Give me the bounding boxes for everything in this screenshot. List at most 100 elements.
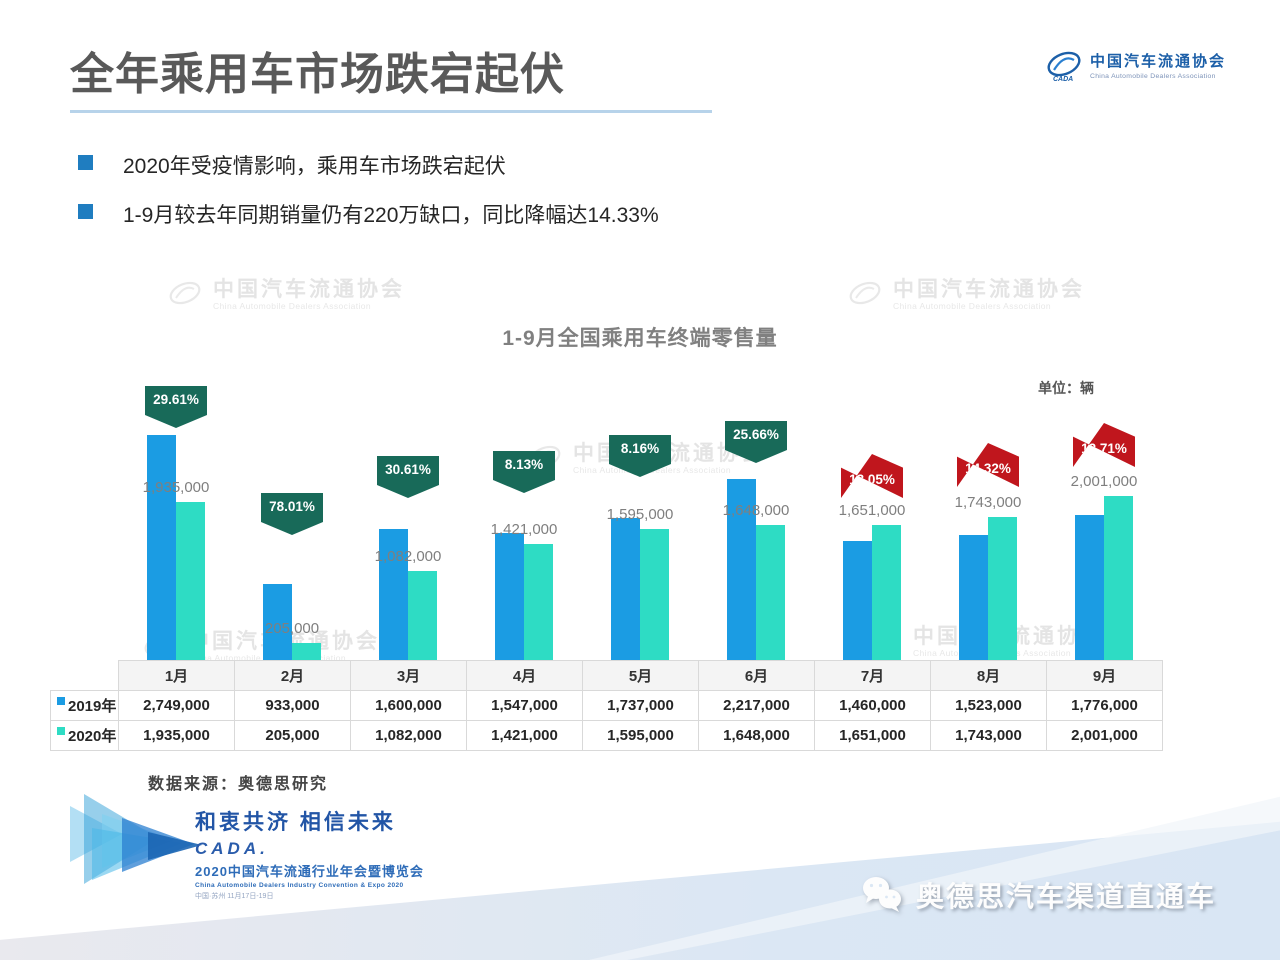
page-title: 全年乘用车市场跌宕起伏 (70, 50, 565, 99)
table-value-cell: 1,737,000 (582, 690, 699, 721)
bar-group-8月: 1,743,000 14.32% (930, 378, 1046, 660)
table-value-cell: 1,460,000 (814, 690, 931, 721)
bar-chart: 1,935,000 29.61% 205,000 78.01% 1,082,000 30.… (118, 378, 1164, 660)
watermark-name-cn: 中国汽车流通协会 (893, 277, 1085, 301)
table-month-header: 4月 (466, 660, 583, 691)
table-value-cell: 1,421,000 (466, 720, 583, 751)
table-month-header: 2月 (234, 660, 351, 691)
association-logo: CADA 中国汽车流通协会 China Automobile Dealers A… (1044, 50, 1226, 84)
bar-2020 (1104, 496, 1133, 660)
bar-2020 (408, 571, 437, 660)
value-label: 1,648,000 (722, 502, 790, 519)
wechat-icon (863, 877, 901, 912)
table-value-cell: 2,217,000 (698, 690, 815, 721)
bar-2020 (292, 643, 321, 660)
value-label: 1,743,000 (954, 494, 1022, 511)
event-title-en: China Automobile Dealers Industry Conven… (195, 882, 404, 889)
table-month-header: 1月 (118, 660, 235, 691)
value-label: 1,595,000 (606, 506, 674, 523)
yoy-badge-down: 29.61% (145, 386, 207, 428)
bullet-item-2: 1-9月较去年同期销量仍有220万缺口，同比降幅达14.33% (78, 199, 659, 229)
source-note: 数据来源：奥德思研究 (148, 774, 329, 793)
event-fan-icon (70, 794, 202, 884)
watermark-swirl-icon (169, 281, 201, 305)
bar-group-2月: 205,000 78.01% (234, 378, 350, 660)
bar-group-4月: 1,421,000 8.13% (466, 378, 582, 660)
account-banner: 奥德思汽车渠道直通车 (860, 874, 1216, 916)
value-label: 1,651,000 (838, 502, 906, 519)
table-series-label: 2020年 (50, 720, 119, 751)
table-value-cell: 1,547,000 (466, 690, 583, 721)
bar-2020 (640, 529, 669, 660)
watermark-name-en: China Automobile Dealers Association (893, 301, 1052, 312)
title-underline (70, 110, 712, 113)
bar-2019 (959, 535, 988, 660)
watermark-swirl-icon (849, 281, 881, 305)
yoy-badge-up: 12.71% (1073, 423, 1135, 467)
table-value-cell: 1,595,000 (582, 720, 699, 751)
table-value-cell: 1,651,000 (814, 720, 931, 751)
bar-2019 (147, 435, 176, 660)
data-table: 1月 2月 3月 4月 5月 6月 7月 8月 9月 2019年 2,749,000 933,000 1… (50, 660, 1163, 751)
table-value-cell: 1,935,000 (118, 720, 235, 751)
bullet-item-1: 2020年受疫情影响，乘用车市场跌宕起伏 (78, 150, 506, 180)
table-month-header: 5月 (582, 660, 699, 691)
table-value-cell: 2,749,000 (118, 690, 235, 721)
legend-swatch (57, 727, 65, 735)
yoy-badge-down: 30.61% (377, 456, 439, 498)
table-value-cell: 1,600,000 (350, 690, 467, 721)
event-brand: CADA. (195, 839, 269, 858)
association-name-en: China Automobile Dealers Association (1090, 72, 1216, 80)
event-slogan: 和衷共济 相信未来 (195, 811, 396, 834)
bullet-text-2: 1-9月较去年同期销量仍有220万缺口，同比降幅达14.33% (123, 204, 659, 227)
value-label: 1,082,000 (374, 548, 442, 565)
bar-group-1月: 1,935,000 29.61% (118, 378, 234, 660)
event-title-cn: 2020中国汽车流通行业年会暨博览会 (195, 864, 424, 879)
association-name-cn: 中国汽车流通协会 (1090, 53, 1227, 71)
unit-label: 单位：辆 (1038, 380, 1094, 396)
value-label: 2,001,000 (1070, 473, 1138, 490)
cada-swirl-icon: CADA (1047, 51, 1081, 83)
chart-title: 1-9月全国乘用车终端零售量 (502, 327, 778, 350)
table-corner-cell (51, 661, 119, 691)
table-value-cell: 1,743,000 (930, 720, 1047, 751)
bar-2019 (727, 479, 756, 660)
yoy-badge-down: 8.16% (609, 435, 671, 477)
bar-group-6月: 1,648,000 25.66% (698, 378, 814, 660)
bar-2019 (379, 529, 408, 660)
bar-2019 (495, 533, 524, 660)
table-month-header: 7月 (814, 660, 931, 691)
bar-2020 (988, 517, 1017, 660)
table-value-cell: 1,776,000 (1046, 690, 1163, 721)
bar-2020 (176, 502, 205, 660)
legend-swatch (57, 697, 65, 705)
yoy-badge-down: 25.66% (725, 421, 787, 463)
bar-2019 (1075, 515, 1104, 660)
bullet-text-1: 2020年受疫情影响，乘用车市场跌宕起伏 (123, 155, 506, 178)
bar-2019 (611, 518, 640, 660)
table-value-cell: 933,000 (234, 690, 351, 721)
table-value-cell: 205,000 (234, 720, 351, 751)
yoy-badge-up: 13.05% (841, 454, 903, 498)
event-logo: 和衷共济 相信未来 CADA. 2020中国汽车流通行业年会暨博览会 China… (62, 788, 492, 900)
bar-2020 (524, 544, 553, 660)
event-venue: 中国·苏州 11月17日-19日 (195, 893, 274, 900)
value-label: 1,421,000 (490, 521, 558, 538)
table-month-header: 8月 (930, 660, 1047, 691)
account-name: 奥德思汽车渠道直通车 (916, 881, 1217, 912)
svg-text:CADA: CADA (1053, 76, 1073, 83)
bar-group-7月: 1,651,000 13.05% (814, 378, 930, 660)
value-label: 205,000 (264, 620, 320, 637)
yoy-badge-down: 8.13% (493, 451, 555, 493)
table-series-label: 2019年 (50, 690, 119, 721)
value-label: 1,935,000 (142, 479, 210, 496)
yoy-badge-down: 78.01% (261, 493, 323, 535)
yoy-badge-up: 14.32% (957, 443, 1019, 487)
watermark-name-cn: 中国汽车流通协会 (213, 277, 405, 301)
table-value-cell: 1,648,000 (698, 720, 815, 751)
bar-2020 (872, 525, 901, 660)
bar-group-3月: 1,082,000 30.61% (350, 378, 466, 660)
watermark-name-en: China Automobile Dealers Association (213, 301, 372, 312)
